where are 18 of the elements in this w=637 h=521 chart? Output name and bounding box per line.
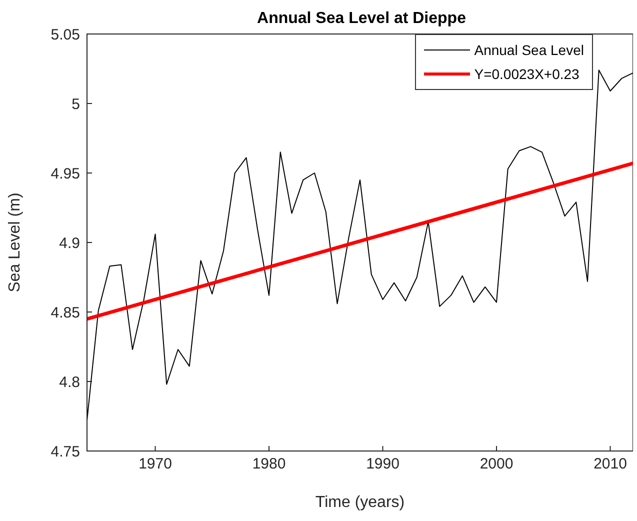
x-axis-title: Time (years) <box>315 494 405 511</box>
y-tick-label: 5 <box>72 96 80 113</box>
x-tick-label: 1990 <box>366 456 400 473</box>
y-tick-label: 4.9 <box>59 234 80 252</box>
legend-label: Annual Sea Level <box>474 42 584 58</box>
line-series <box>87 70 633 421</box>
y-axis-title: Sea Level (m) <box>6 192 24 292</box>
y-tick-label: 4.85 <box>50 304 80 322</box>
y-tick-label: 4.8 <box>59 374 80 391</box>
x-tick-label: 2010 <box>594 456 627 473</box>
x-tick-label: 1980 <box>252 456 286 473</box>
y-tick-label: 4.75 <box>50 443 80 460</box>
x-tick-label: 1970 <box>138 456 172 473</box>
chart-title: Annual Sea Level at Dieppe <box>256 10 467 28</box>
x-tick-label: 2000 <box>480 456 514 473</box>
y-tick-label: 4.95 <box>50 165 80 182</box>
y-tick-label: 5.05 <box>50 26 80 44</box>
legend-label: Y=0.0023X+0.23 <box>474 66 580 82</box>
